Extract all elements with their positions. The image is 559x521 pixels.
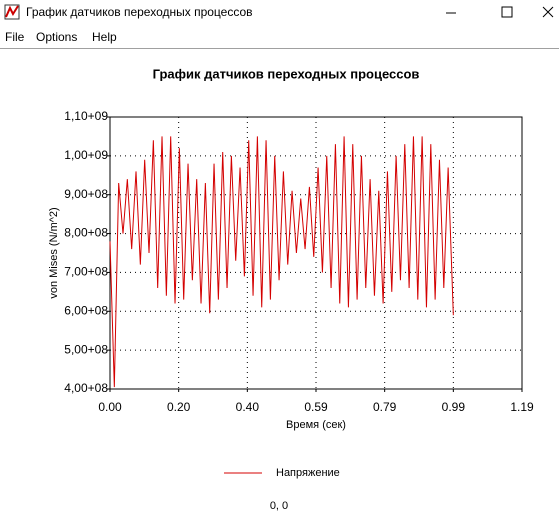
status-text: 0, 0 xyxy=(270,500,288,512)
y-axis-label: von Mises (N/m^2) xyxy=(48,207,60,298)
y-tick-label: 5,00+08 xyxy=(64,342,108,356)
y-tick-label: 8,00+08 xyxy=(64,226,108,240)
chart-title: График датчиков переходных процессов xyxy=(153,66,420,81)
y-tick-label: 6,00+08 xyxy=(64,303,108,317)
legend-label: Напряжение xyxy=(276,467,340,479)
maximize-button[interactable] xyxy=(501,6,513,18)
x-tick-label: 0.59 xyxy=(304,400,328,414)
y-tick-label: 1,00+09 xyxy=(64,148,108,162)
y-tick-label: 1,10+09 xyxy=(64,109,108,123)
x-tick-label: 0.00 xyxy=(98,400,122,414)
close-button[interactable] xyxy=(542,6,554,18)
data-line xyxy=(109,136,454,388)
x-tick-label: 0.99 xyxy=(442,400,466,414)
menu-item[interactable]: Help xyxy=(92,30,117,44)
x-tick-label: 1.19 xyxy=(510,400,534,414)
menu-item[interactable]: File xyxy=(5,30,25,44)
window-title: График датчиков переходных процессов xyxy=(26,5,253,19)
x-tick-label: 0.20 xyxy=(167,400,191,414)
y-tick-label: 9,00+08 xyxy=(64,187,108,201)
menu-item[interactable]: Options xyxy=(36,30,77,44)
x-tick-label: 0.40 xyxy=(236,400,260,414)
app-icon xyxy=(4,4,20,20)
y-tick-label: 4,00+08 xyxy=(64,381,108,395)
x-tick-label: 0.79 xyxy=(373,400,397,414)
y-tick-label: 7,00+08 xyxy=(64,265,108,279)
x-axis-label: Время (сек) xyxy=(286,419,346,431)
